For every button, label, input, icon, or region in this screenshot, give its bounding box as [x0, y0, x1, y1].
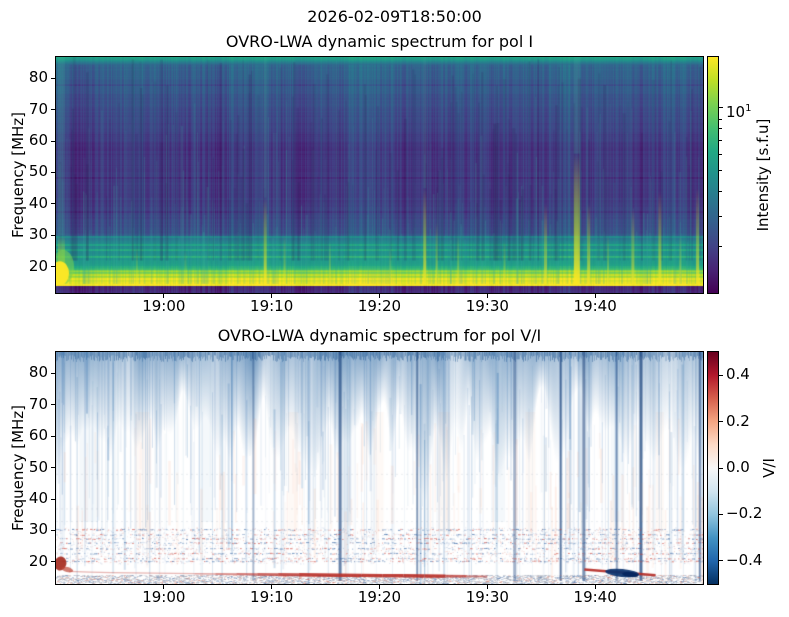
figure-title: 2026-02-09T18:50:00	[307, 7, 482, 26]
y-tick-label: 80	[28, 68, 48, 87]
x-tick-label: 19:00	[142, 297, 186, 315]
colorbar-minor-tick	[719, 140, 722, 142]
colorbar-tick-label: 0.0	[726, 458, 750, 476]
y-tick-mark	[51, 529, 55, 531]
y-tick-label: 30	[28, 520, 48, 539]
x-tick-label: 19:40	[573, 588, 617, 606]
x-tick-mark	[163, 294, 165, 298]
pol-vi-colorbar	[707, 351, 719, 585]
panel-pol-i-axes	[55, 56, 704, 294]
x-tick-label: 19:30	[465, 588, 509, 606]
colorbar-tick-label: −0.4	[726, 550, 763, 569]
x-tick-mark	[486, 294, 488, 298]
x-tick-label: 19:30	[465, 297, 509, 315]
y-tick-mark	[51, 435, 55, 437]
colorbar-tick-label: −0.2	[726, 504, 763, 523]
y-tick-label: 30	[28, 225, 48, 244]
colorbar-minor-tick	[719, 128, 722, 130]
y-tick-label: 60	[28, 131, 48, 150]
y-tick-mark	[51, 266, 55, 268]
panel-pol-vi-title: OVRO-LWA dynamic spectrum for pol V/I	[217, 326, 542, 345]
x-tick-mark	[379, 294, 380, 298]
y-tick-label: 50	[28, 457, 48, 476]
pol-i-colorbar	[707, 56, 719, 294]
y-tick-label: 50	[28, 162, 48, 181]
x-tick-label: 19:20	[357, 297, 402, 315]
y-tick-label: 60	[28, 426, 48, 445]
colorbar-tick-label: 0.2	[726, 411, 750, 430]
y-tick-mark	[51, 77, 55, 79]
colorbar-minor-tick	[719, 118, 722, 120]
x-tick-mark	[271, 585, 273, 589]
y-tick-label: 40	[28, 193, 48, 212]
colorbar-tick	[719, 421, 723, 423]
x-tick-mark	[486, 585, 488, 589]
pol-vi-colorbar-label: V/I	[760, 458, 778, 478]
x-tick-label: 19:10	[250, 297, 294, 315]
y-tick-mark	[51, 234, 55, 236]
y-tick-label: 20	[28, 256, 48, 275]
colorbar-minor-tick	[719, 246, 722, 248]
pol-i-spectrogram	[56, 57, 703, 293]
pol-i-colorbar-label: Intensity [s.f.u]	[754, 118, 772, 232]
colorbar-major-tick	[719, 107, 723, 109]
y-tick-mark	[51, 467, 55, 469]
colorbar-minor-tick	[719, 191, 722, 193]
pol-i-colorbar-tick: 101	[726, 103, 752, 121]
y-tick-mark	[51, 140, 55, 142]
colorbar-minor-tick	[719, 153, 722, 155]
y-tick-mark	[51, 561, 55, 563]
colorbar-tick	[719, 560, 723, 562]
y-tick-label: 80	[28, 363, 48, 382]
colorbar-tick	[719, 374, 723, 376]
x-tick-label: 19:20	[357, 588, 402, 606]
x-tick-mark	[379, 585, 380, 589]
y-tick-mark	[51, 109, 55, 111]
x-tick-mark	[271, 294, 273, 298]
y-tick-mark	[51, 203, 55, 205]
y-tick-label: 70	[28, 394, 48, 413]
x-tick-mark	[163, 585, 165, 589]
x-tick-label: 19:00	[142, 588, 186, 606]
colorbar-tick	[719, 513, 723, 515]
colorbar-tick	[719, 467, 723, 469]
y-tick-mark	[51, 171, 55, 173]
y-tick-label: 70	[28, 99, 48, 118]
colorbar-minor-tick	[719, 216, 722, 218]
colorbar-minor-tick	[719, 170, 722, 172]
y-tick-label: 20	[28, 551, 48, 570]
y-tick-mark	[51, 404, 55, 406]
pol-vi-spectrogram	[56, 352, 703, 584]
colorbar-tick-label: 0.4	[726, 365, 750, 384]
x-tick-label: 19:10	[250, 588, 294, 606]
y-tick-mark	[51, 498, 55, 500]
x-tick-mark	[594, 294, 596, 298]
panel-pol-vi-axes	[55, 351, 704, 585]
x-tick-mark	[594, 585, 596, 589]
y-tick-label: 40	[28, 489, 48, 507]
y-tick-mark	[51, 372, 55, 374]
x-tick-label: 19:40	[573, 297, 617, 315]
panel-pol-i-title: OVRO-LWA dynamic spectrum for pol I	[225, 32, 534, 51]
